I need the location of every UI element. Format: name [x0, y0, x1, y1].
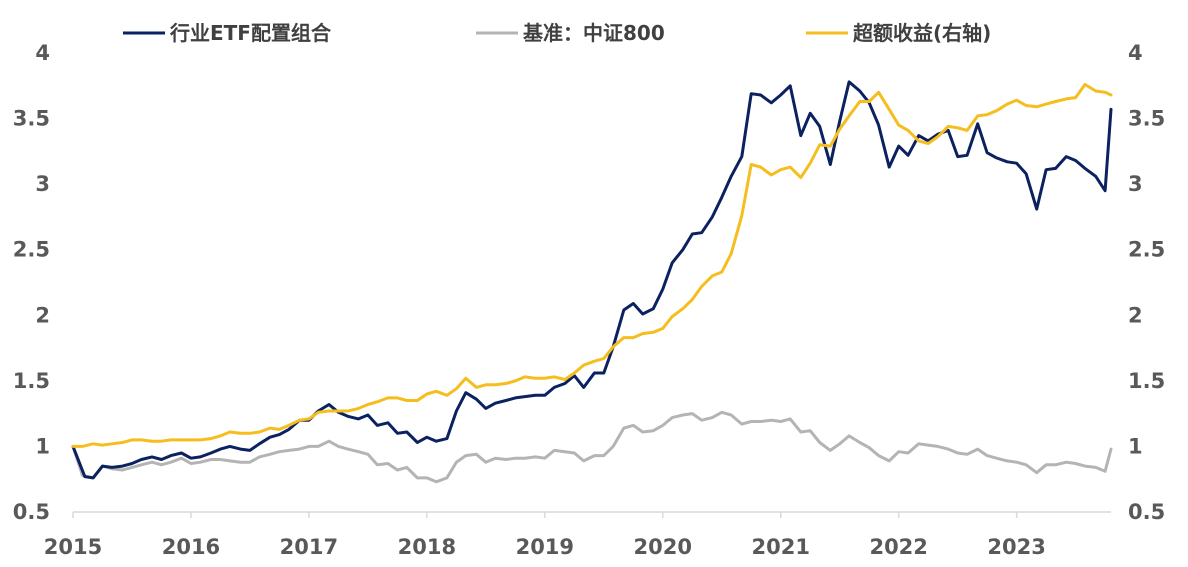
portfolio-line [71, 80, 1113, 480]
y-tick-label-left: 2.5 [13, 238, 50, 262]
y-tick-label-right: 1.5 [1128, 369, 1165, 393]
x-tick-label: 2017 [280, 535, 338, 559]
y-tick-label-left: 0.5 [13, 500, 50, 524]
x-tick-label: 2020 [634, 535, 692, 559]
y-tick-label-left: 3 [35, 172, 50, 196]
y-tick-label-right: 3.5 [1128, 107, 1165, 131]
legend: 行业ETF配置组合 基准：中证800 超额收益(右轴) [123, 21, 991, 45]
x-tick-label: 2016 [162, 535, 220, 559]
y-tick-label-left: 1 [35, 434, 50, 458]
x-tick-label: 2022 [869, 535, 927, 559]
y-tick-label-right: 3 [1128, 172, 1143, 196]
x-tick-label: 2019 [516, 535, 574, 559]
benchmark-line [71, 410, 1113, 484]
legend-item[interactable]: 行业ETF配置组合 [123, 21, 332, 45]
x-tick-label: 2018 [398, 535, 456, 559]
y-tick-label-right: 1 [1128, 434, 1143, 458]
legend-item[interactable]: 基准：中证800 [476, 21, 665, 45]
y-tick-label-right: 2 [1128, 303, 1143, 327]
y-tick-label-right: 0.5 [1128, 500, 1165, 524]
legend-label: 行业ETF配置组合 [169, 21, 332, 45]
axes: 2015 2016 2017 2018 2019 2020 2021 2022 2023 4 3.5… [13, 41, 1165, 559]
y-tick-label-right: 2.5 [1128, 238, 1165, 262]
legend-label: 基准：中证800 [523, 21, 665, 45]
legend-label: 超额收益(右轴) [852, 21, 991, 45]
y-tick-label-right: 4 [1128, 41, 1143, 65]
y-tick-label-left: 1.5 [13, 369, 50, 393]
x-tick-label: 2023 [987, 535, 1045, 559]
y-tick-label-left: 3.5 [13, 107, 50, 131]
x-tick-label: 2021 [752, 535, 810, 559]
x-tick-label: 2015 [44, 535, 102, 559]
excess-return-line [71, 83, 1113, 448]
y-tick-label-left: 2 [35, 303, 50, 327]
legend-item[interactable]: 超额收益(右轴) [806, 21, 991, 45]
series-lines [71, 80, 1113, 484]
y-tick-label-left: 4 [35, 41, 50, 65]
